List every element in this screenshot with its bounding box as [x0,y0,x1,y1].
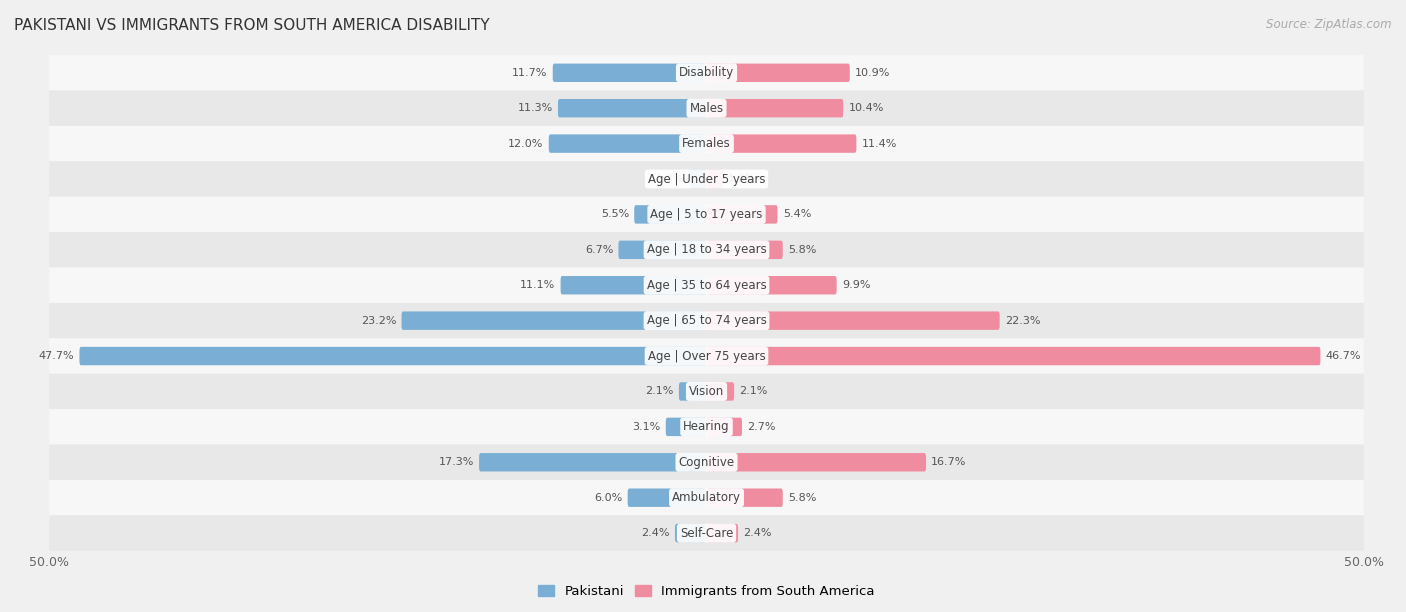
Text: Ambulatory: Ambulatory [672,491,741,504]
Text: 11.7%: 11.7% [512,68,547,78]
FancyBboxPatch shape [707,205,778,223]
FancyBboxPatch shape [402,312,707,330]
FancyBboxPatch shape [707,347,1320,365]
Text: 16.7%: 16.7% [931,457,967,468]
FancyBboxPatch shape [707,99,844,118]
Text: Age | 65 to 74 years: Age | 65 to 74 years [647,314,766,327]
Text: 11.3%: 11.3% [517,103,553,113]
Text: 5.8%: 5.8% [787,493,817,502]
FancyBboxPatch shape [675,524,707,542]
FancyBboxPatch shape [707,417,742,436]
FancyBboxPatch shape [49,374,1364,409]
Legend: Pakistani, Immigrants from South America: Pakistani, Immigrants from South America [533,580,880,603]
Text: 11.1%: 11.1% [520,280,555,290]
Text: Self-Care: Self-Care [681,526,733,540]
Text: 5.8%: 5.8% [787,245,817,255]
Text: 22.3%: 22.3% [1005,316,1040,326]
Text: Males: Males [689,102,724,114]
FancyBboxPatch shape [627,488,707,507]
Text: Source: ZipAtlas.com: Source: ZipAtlas.com [1267,18,1392,31]
Text: Disability: Disability [679,66,734,80]
FancyBboxPatch shape [707,312,1000,330]
Text: 11.4%: 11.4% [862,138,897,149]
Text: 6.7%: 6.7% [585,245,613,255]
FancyBboxPatch shape [553,64,707,82]
FancyBboxPatch shape [707,64,849,82]
Text: 2.1%: 2.1% [740,386,768,397]
Text: Age | Under 5 years: Age | Under 5 years [648,173,765,185]
Text: PAKISTANI VS IMMIGRANTS FROM SOUTH AMERICA DISABILITY: PAKISTANI VS IMMIGRANTS FROM SOUTH AMERI… [14,18,489,34]
FancyBboxPatch shape [49,444,1364,480]
Text: 1.3%: 1.3% [657,174,685,184]
FancyBboxPatch shape [634,205,707,223]
Text: 1.2%: 1.2% [727,174,756,184]
Text: 12.0%: 12.0% [508,138,544,149]
FancyBboxPatch shape [49,162,1364,196]
Text: 9.9%: 9.9% [842,280,870,290]
FancyBboxPatch shape [49,515,1364,551]
Text: 2.4%: 2.4% [641,528,669,538]
FancyBboxPatch shape [619,241,707,259]
FancyBboxPatch shape [707,488,783,507]
Text: 3.1%: 3.1% [633,422,661,432]
Text: 47.7%: 47.7% [38,351,75,361]
FancyBboxPatch shape [707,135,856,153]
FancyBboxPatch shape [707,276,837,294]
FancyBboxPatch shape [49,338,1364,374]
Text: Age | 35 to 64 years: Age | 35 to 64 years [647,278,766,292]
Text: Cognitive: Cognitive [679,456,734,469]
FancyBboxPatch shape [49,91,1364,126]
Text: Age | Over 75 years: Age | Over 75 years [648,349,765,362]
Text: 46.7%: 46.7% [1326,351,1361,361]
FancyBboxPatch shape [561,276,707,294]
FancyBboxPatch shape [707,453,927,471]
FancyBboxPatch shape [49,126,1364,162]
Text: 2.7%: 2.7% [747,422,776,432]
Text: Hearing: Hearing [683,420,730,433]
FancyBboxPatch shape [479,453,707,471]
FancyBboxPatch shape [49,55,1364,91]
FancyBboxPatch shape [707,241,783,259]
FancyBboxPatch shape [558,99,707,118]
FancyBboxPatch shape [80,347,707,365]
Text: Age | 5 to 17 years: Age | 5 to 17 years [651,208,762,221]
FancyBboxPatch shape [689,170,707,188]
FancyBboxPatch shape [49,196,1364,232]
Text: 2.4%: 2.4% [744,528,772,538]
Text: 17.3%: 17.3% [439,457,474,468]
Text: Vision: Vision [689,385,724,398]
FancyBboxPatch shape [49,267,1364,303]
Text: Age | 18 to 34 years: Age | 18 to 34 years [647,244,766,256]
FancyBboxPatch shape [49,232,1364,267]
FancyBboxPatch shape [707,170,723,188]
Text: Females: Females [682,137,731,150]
FancyBboxPatch shape [679,382,707,401]
FancyBboxPatch shape [666,417,707,436]
Text: 5.4%: 5.4% [783,209,811,220]
Text: 10.4%: 10.4% [848,103,884,113]
Text: 2.1%: 2.1% [645,386,673,397]
Text: 10.9%: 10.9% [855,68,890,78]
FancyBboxPatch shape [49,409,1364,444]
FancyBboxPatch shape [707,524,738,542]
Text: 5.5%: 5.5% [600,209,628,220]
Text: 6.0%: 6.0% [595,493,623,502]
FancyBboxPatch shape [548,135,707,153]
FancyBboxPatch shape [49,303,1364,338]
FancyBboxPatch shape [49,480,1364,515]
FancyBboxPatch shape [707,382,734,401]
Text: 23.2%: 23.2% [361,316,396,326]
